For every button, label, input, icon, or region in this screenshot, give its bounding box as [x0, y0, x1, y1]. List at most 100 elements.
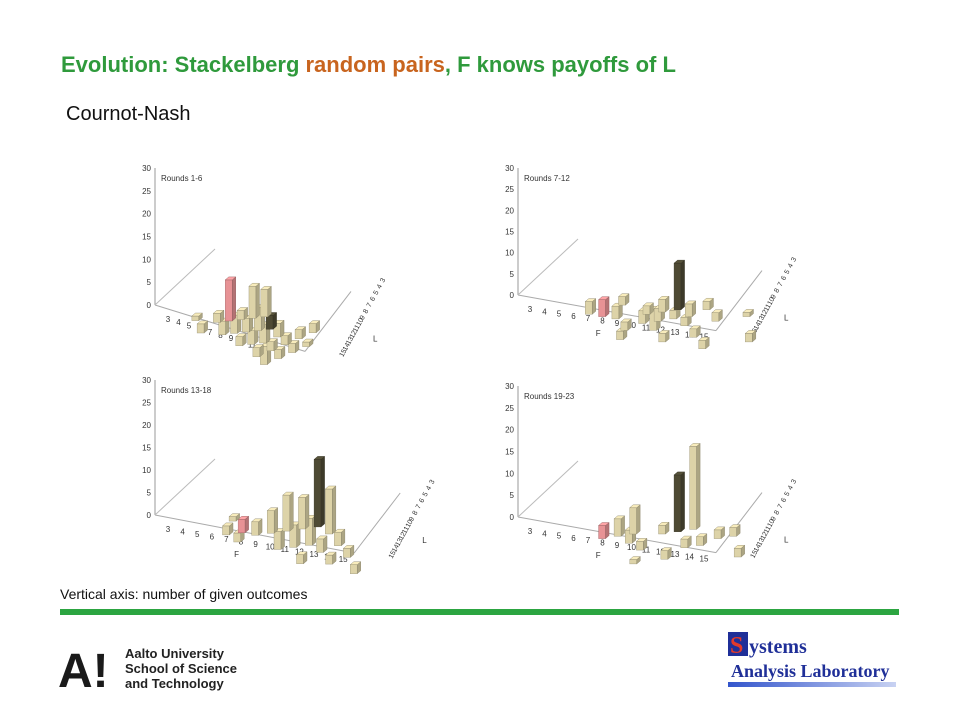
x-axis-label: F: [596, 551, 601, 560]
aalto-logo-mark: A!: [58, 645, 109, 691]
bar-top-face: [308, 320, 321, 324]
bar-3d: [642, 302, 655, 315]
bar-top-face: [297, 494, 310, 498]
x-tick-label: 11: [248, 341, 257, 350]
x-tick-label: 6: [210, 533, 215, 542]
bar-side-face: [696, 442, 701, 530]
bar-top-face: [235, 333, 247, 337]
bar-top-face: [251, 518, 263, 522]
bar-front-face: [702, 301, 711, 310]
x-tick-label: 7: [208, 328, 213, 337]
sal-letter-box: [728, 632, 748, 656]
sal-big-letter: S: [730, 633, 743, 659]
z-tick-label: 20: [505, 426, 514, 435]
x-tick-label: 7: [586, 314, 591, 323]
sal-logo-icon: S ystems Analysis Laboratory: [728, 632, 896, 687]
bar-side-face: [255, 282, 260, 319]
bar-top-face: [658, 330, 670, 334]
bar-front-face: [613, 518, 622, 537]
y-tick-label: 10: [405, 519, 415, 529]
bar-3d: [635, 537, 648, 551]
bar-3d: [742, 308, 755, 318]
y-tick-label: 5: [784, 491, 792, 498]
bar-front-face: [196, 323, 205, 334]
x-tick-label: 3: [166, 525, 171, 534]
bar-front-face: [618, 296, 626, 306]
bar-top-face: [660, 547, 672, 551]
bar-top-face: [620, 318, 632, 323]
bar-front-face: [685, 303, 693, 317]
bar-top-face: [221, 522, 234, 527]
bar-side-face: [273, 507, 278, 534]
bar-3d: [684, 300, 697, 318]
bar-front-face: [236, 310, 245, 320]
y-tick-label: 7: [366, 302, 374, 309]
z-tick-label: 5: [510, 270, 515, 279]
bar-front-face: [585, 301, 593, 315]
y-tick-label: 6: [780, 497, 788, 504]
bar-side-face: [636, 504, 641, 535]
y-tick-label: 7: [777, 503, 785, 510]
bar-top-face: [266, 507, 279, 511]
bar-top-face: [342, 545, 355, 549]
x-tick-label: 8: [600, 539, 605, 548]
y-tick-label: 14: [391, 543, 401, 553]
bar-3d: [252, 344, 264, 358]
x-tick-label: 3: [528, 527, 533, 536]
bar-top-face: [598, 296, 610, 300]
x-tick-label: 9: [253, 540, 258, 549]
bar-top-face: [196, 320, 209, 325]
y-axis-label: L: [422, 536, 427, 545]
y-axis-label: L: [784, 536, 789, 545]
bar-front-face: [629, 559, 637, 565]
bar-side-face: [305, 494, 310, 530]
y-tick-label: 14: [753, 543, 763, 553]
bar-3d: [689, 325, 701, 338]
y-tick-label: 11: [763, 525, 773, 535]
x-tick-label: 10: [627, 321, 636, 330]
sal-underline: [728, 682, 896, 687]
bar-3d: [698, 336, 710, 350]
bar-side-face: [289, 491, 294, 532]
bar-3d: [324, 485, 337, 535]
bar-side-face: [320, 455, 325, 528]
bar-front-face: [334, 532, 342, 546]
bar-3d: [711, 309, 723, 322]
bar-top-face: [642, 302, 655, 307]
bar-front-face: [689, 328, 697, 338]
x-tick-label: 9: [229, 334, 234, 343]
y-tick-label: 10: [767, 296, 777, 306]
bar-3d: [301, 338, 314, 348]
bar-3d: [689, 442, 701, 530]
y-tick-label: 11: [352, 324, 362, 334]
floor-front-edge: [154, 304, 306, 352]
y-tick-label: 9: [408, 516, 416, 523]
bar-front-face: [316, 538, 324, 553]
z-tick-label: 20: [142, 421, 151, 430]
bar-front-face: [642, 305, 651, 315]
bar-front-face: [237, 519, 246, 533]
bar-front-face: [729, 527, 737, 537]
bar-3d: [620, 318, 632, 331]
y-axis-label: L: [373, 334, 378, 343]
chart-title: Rounds 13-18: [161, 386, 212, 395]
bar-3d: [349, 561, 362, 575]
bar-front-face: [658, 299, 666, 313]
y-tick-label: 12: [349, 329, 359, 339]
x-tick-label: 13: [671, 328, 680, 337]
bar-3d: [729, 524, 741, 537]
bar-3d: [196, 320, 209, 334]
x-tick-label: 14: [685, 552, 694, 561]
bar-side-face: [680, 471, 685, 533]
y-tick-label: 9: [770, 516, 778, 523]
z-tick-label: 25: [505, 404, 514, 413]
x-tick-label: 8: [218, 331, 223, 340]
z-tick-label: 25: [142, 399, 151, 408]
bar-3d: [237, 515, 250, 534]
title-part-3: , F knows payoffs of L: [444, 52, 676, 77]
x-tick-label: 9: [615, 541, 620, 550]
